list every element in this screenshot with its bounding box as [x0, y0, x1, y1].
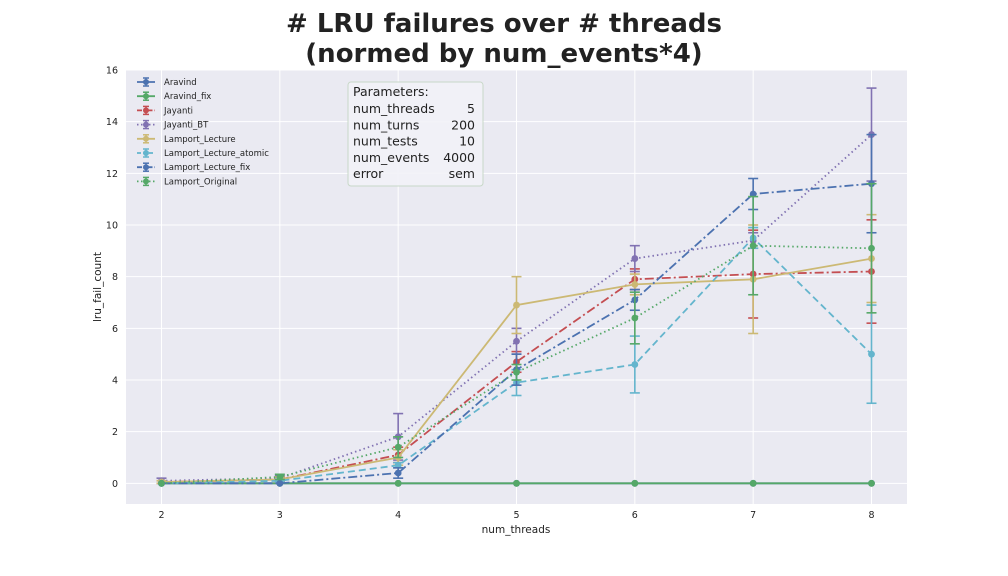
legend-label: Jayanti: [163, 106, 193, 116]
data-point: [513, 479, 520, 487]
legend-label: Aravind_fix: [164, 92, 211, 102]
data-point: [868, 350, 875, 358]
data-point: [631, 314, 639, 322]
legend-item-jayanti-bt: Jayanti_BT: [137, 119, 209, 131]
legend-marker: [143, 79, 149, 85]
legend-item-lamport-lecture-fix: Lamport_Lecture_fix: [137, 162, 250, 173]
y-tick-label: 0: [112, 479, 118, 490]
legend-label: Lamport_Lecture: [164, 135, 236, 145]
chart-title-line-1: # LRU failures over # threads: [286, 9, 722, 39]
data-point: [276, 479, 284, 487]
x-tick-label: 3: [277, 510, 283, 521]
data-point: [276, 473, 284, 481]
series-lamport-original: [158, 182, 877, 487]
legend-marker: [143, 121, 149, 128]
data-point: [631, 255, 639, 262]
legend-marker: [143, 135, 149, 142]
legend-item-lamport-lecture-atomic: Lamport_Lecture_atomic: [137, 148, 269, 159]
legend-marker: [143, 178, 149, 185]
chart-title: # LRU failures over # threads (normed by…: [286, 9, 722, 69]
data-point: [513, 368, 520, 376]
parameter-key: error: [353, 166, 384, 181]
y-tick-label: 8: [112, 272, 118, 283]
data-point: [394, 443, 402, 451]
data-point: [749, 479, 757, 487]
y-tick-label: 6: [112, 324, 118, 335]
legend-marker: [143, 164, 149, 171]
parameter-value: 10: [459, 134, 475, 149]
x-tick-label: 2: [158, 510, 164, 521]
data-point: [394, 469, 402, 477]
legend-label: Jayanti_BT: [163, 121, 209, 131]
parameter-value: sem: [449, 166, 475, 181]
chart-title-line-2: (normed by num_events*4): [305, 39, 702, 69]
legend-label: Lamport_Original: [164, 177, 237, 187]
legend-item-lamport-original: Lamport_Original: [137, 176, 237, 187]
x-tick-label: 6: [632, 510, 638, 521]
parameters-rows: num_threads 5 num_turns 200 num_tests 10 num_e…: [353, 101, 475, 181]
y-tick-label: 14: [106, 117, 118, 128]
data-point: [749, 242, 757, 250]
data-point: [868, 244, 875, 252]
x-axis-label: num_threads: [482, 524, 551, 536]
parameter-key: num_events: [353, 150, 429, 165]
parameter-key: num_turns: [353, 117, 419, 132]
y-axis-label: lru_fail_count: [92, 252, 104, 322]
y-tick-label: 16: [106, 66, 118, 77]
legend-item-aravind-fix: Aravind_fix: [137, 91, 211, 102]
series-layer: [156, 87, 877, 487]
y-tick-label: 12: [106, 169, 118, 180]
legend-label: Lamport_Lecture_fix: [164, 163, 250, 173]
data-point: [513, 301, 520, 309]
data-point: [749, 190, 757, 198]
x-tick-label: 4: [395, 510, 401, 521]
x-tick-label: 7: [750, 510, 756, 521]
parameter-value: 5: [467, 101, 475, 116]
parameter-value: 200: [451, 117, 475, 132]
parameters-heading: Parameters:: [353, 84, 429, 99]
x-axis-ticks: 2 3 4 5 6 7 8: [158, 510, 874, 521]
legend-item-jayanti: Jayanti: [137, 105, 193, 116]
data-point: [394, 461, 402, 469]
legend-marker: [143, 93, 149, 100]
x-tick-label: 8: [868, 510, 874, 521]
parameters-box-frame: [347, 81, 484, 187]
y-tick-label: 2: [112, 427, 118, 438]
parameter-value: 4000: [443, 150, 475, 165]
y-tick-label: 4: [112, 376, 118, 387]
legend-item-aravind: Aravind: [137, 77, 197, 88]
x-tick-label: 5: [513, 510, 519, 521]
legend-marker: [143, 107, 149, 114]
data-point: [631, 479, 639, 487]
data-point: [513, 337, 520, 345]
legend-item-lamport-lecture: Lamport_Lecture: [137, 134, 236, 145]
parameter-key: num_threads: [353, 101, 435, 116]
legend: Aravind Aravind_fix Jayanti Jayanti_BT Lampo…: [137, 77, 269, 187]
data-point: [868, 479, 875, 487]
parameter-key: num_tests: [353, 134, 418, 149]
legend-label: Lamport_Lecture_atomic: [164, 149, 269, 159]
data-point: [158, 479, 165, 487]
data-point: [631, 281, 639, 288]
y-tick-label: 10: [106, 221, 118, 232]
legend-label: Aravind: [164, 78, 197, 88]
data-point: [394, 479, 402, 487]
legend-marker: [143, 150, 149, 156]
data-point: [631, 361, 639, 368]
y-axis-ticks: 0 2 4 6 8 10 12 14 16: [106, 66, 118, 490]
